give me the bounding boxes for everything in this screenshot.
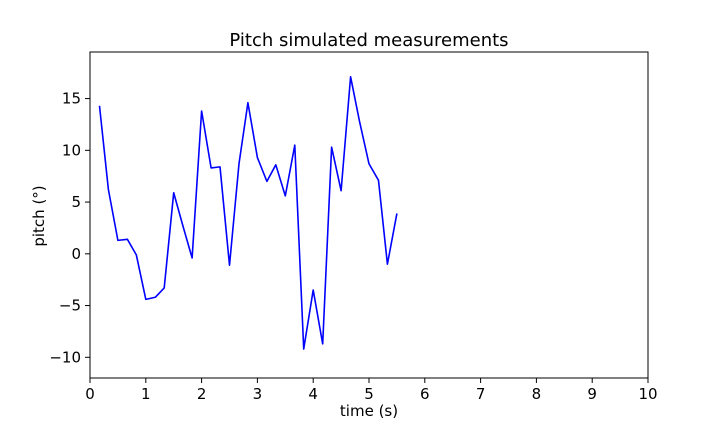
x-tick-label: 2	[197, 385, 207, 403]
y-tick-label: 0	[71, 245, 81, 263]
x-tick-label: 7	[476, 385, 486, 403]
y-axis: −10 −5 0 5 10 15	[49, 90, 90, 366]
y-tick-label: 10	[62, 141, 81, 159]
x-tick-label: 1	[141, 385, 151, 403]
series-line-0	[98, 76, 398, 350]
x-tick-label: 3	[253, 385, 263, 403]
x-tick-label: 5	[364, 385, 374, 403]
x-tick-label: 6	[420, 385, 430, 403]
y-tick-label: 5	[71, 193, 81, 211]
x-tick-label: 8	[532, 385, 542, 403]
x-tick-label: 10	[638, 385, 657, 403]
x-tick-label: 0	[85, 385, 95, 403]
x-axis-label: time (s)	[340, 402, 398, 420]
y-tick-label: 15	[62, 90, 81, 108]
chart-title: Pitch simulated measurements	[229, 30, 508, 51]
plot-frame	[89, 51, 649, 379]
x-tick-label: 9	[587, 385, 597, 403]
y-axis-label: pitch (°)	[30, 185, 48, 246]
y-tick-label: −5	[59, 297, 81, 315]
x-tick-label: 4	[308, 385, 318, 403]
x-axis: 0 1 2 3 4 5 6 7 8 9 10	[85, 378, 658, 403]
plot-area	[89, 51, 649, 379]
y-tick-label: −10	[49, 348, 81, 366]
